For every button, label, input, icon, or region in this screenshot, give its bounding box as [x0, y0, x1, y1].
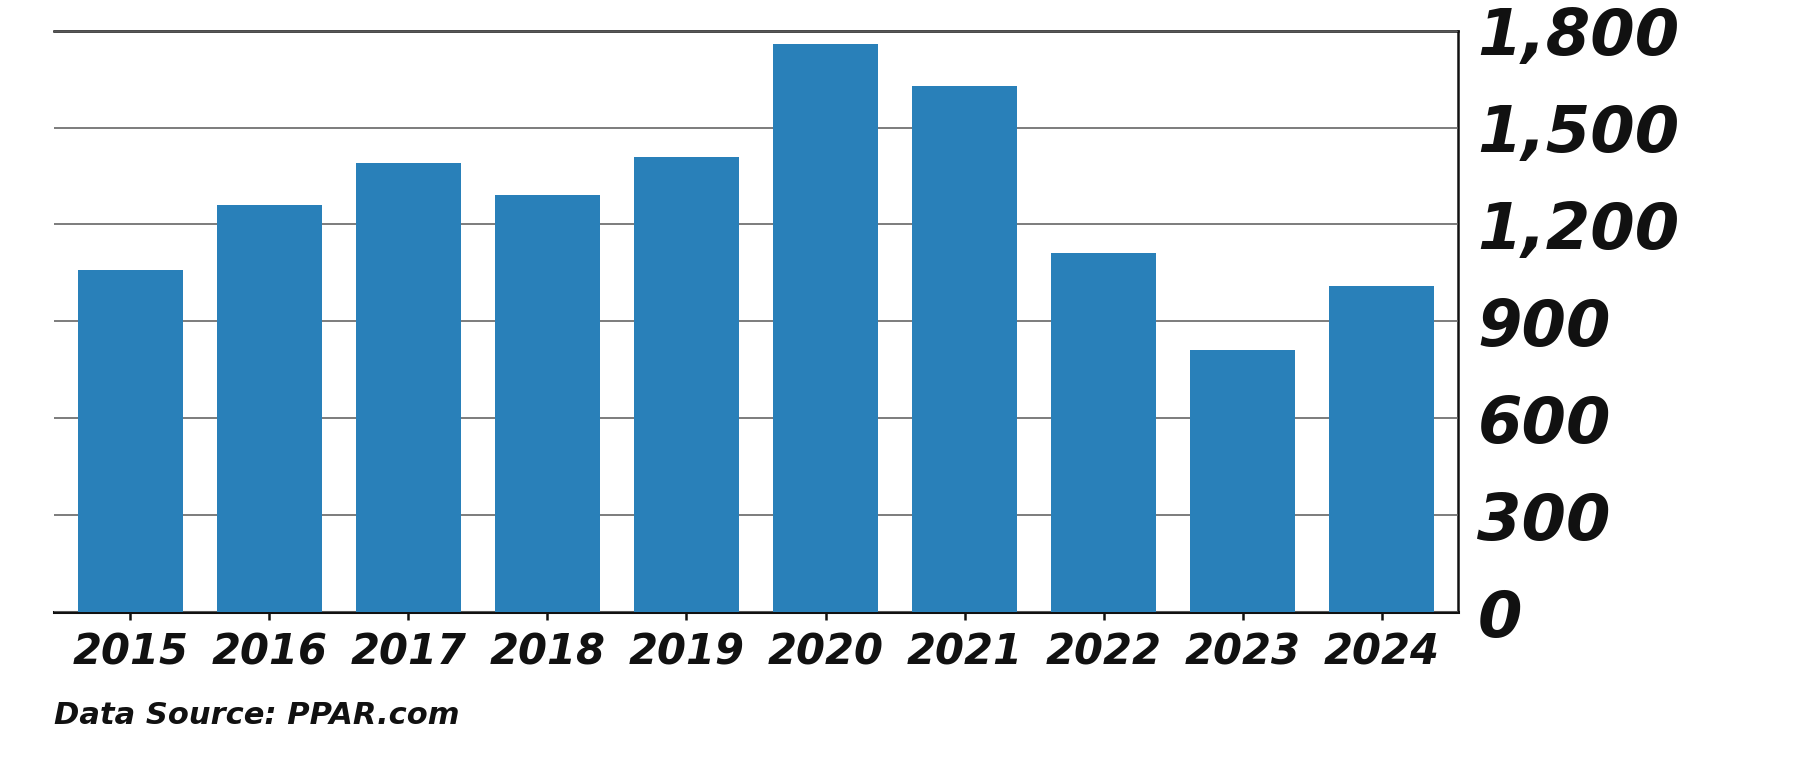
Bar: [774, 44, 878, 612]
Bar: [356, 163, 461, 612]
Bar: [79, 269, 182, 612]
Bar: [634, 157, 738, 612]
Bar: [1190, 350, 1294, 612]
Bar: [913, 86, 1017, 612]
Bar: [218, 205, 322, 612]
Text: OCT. 2024: OCT. 2024: [1184, 680, 1480, 731]
Bar: [1051, 253, 1156, 612]
Bar: [1330, 286, 1433, 612]
Text: Data Source: PPAR.com: Data Source: PPAR.com: [54, 701, 459, 730]
Bar: [495, 195, 599, 612]
